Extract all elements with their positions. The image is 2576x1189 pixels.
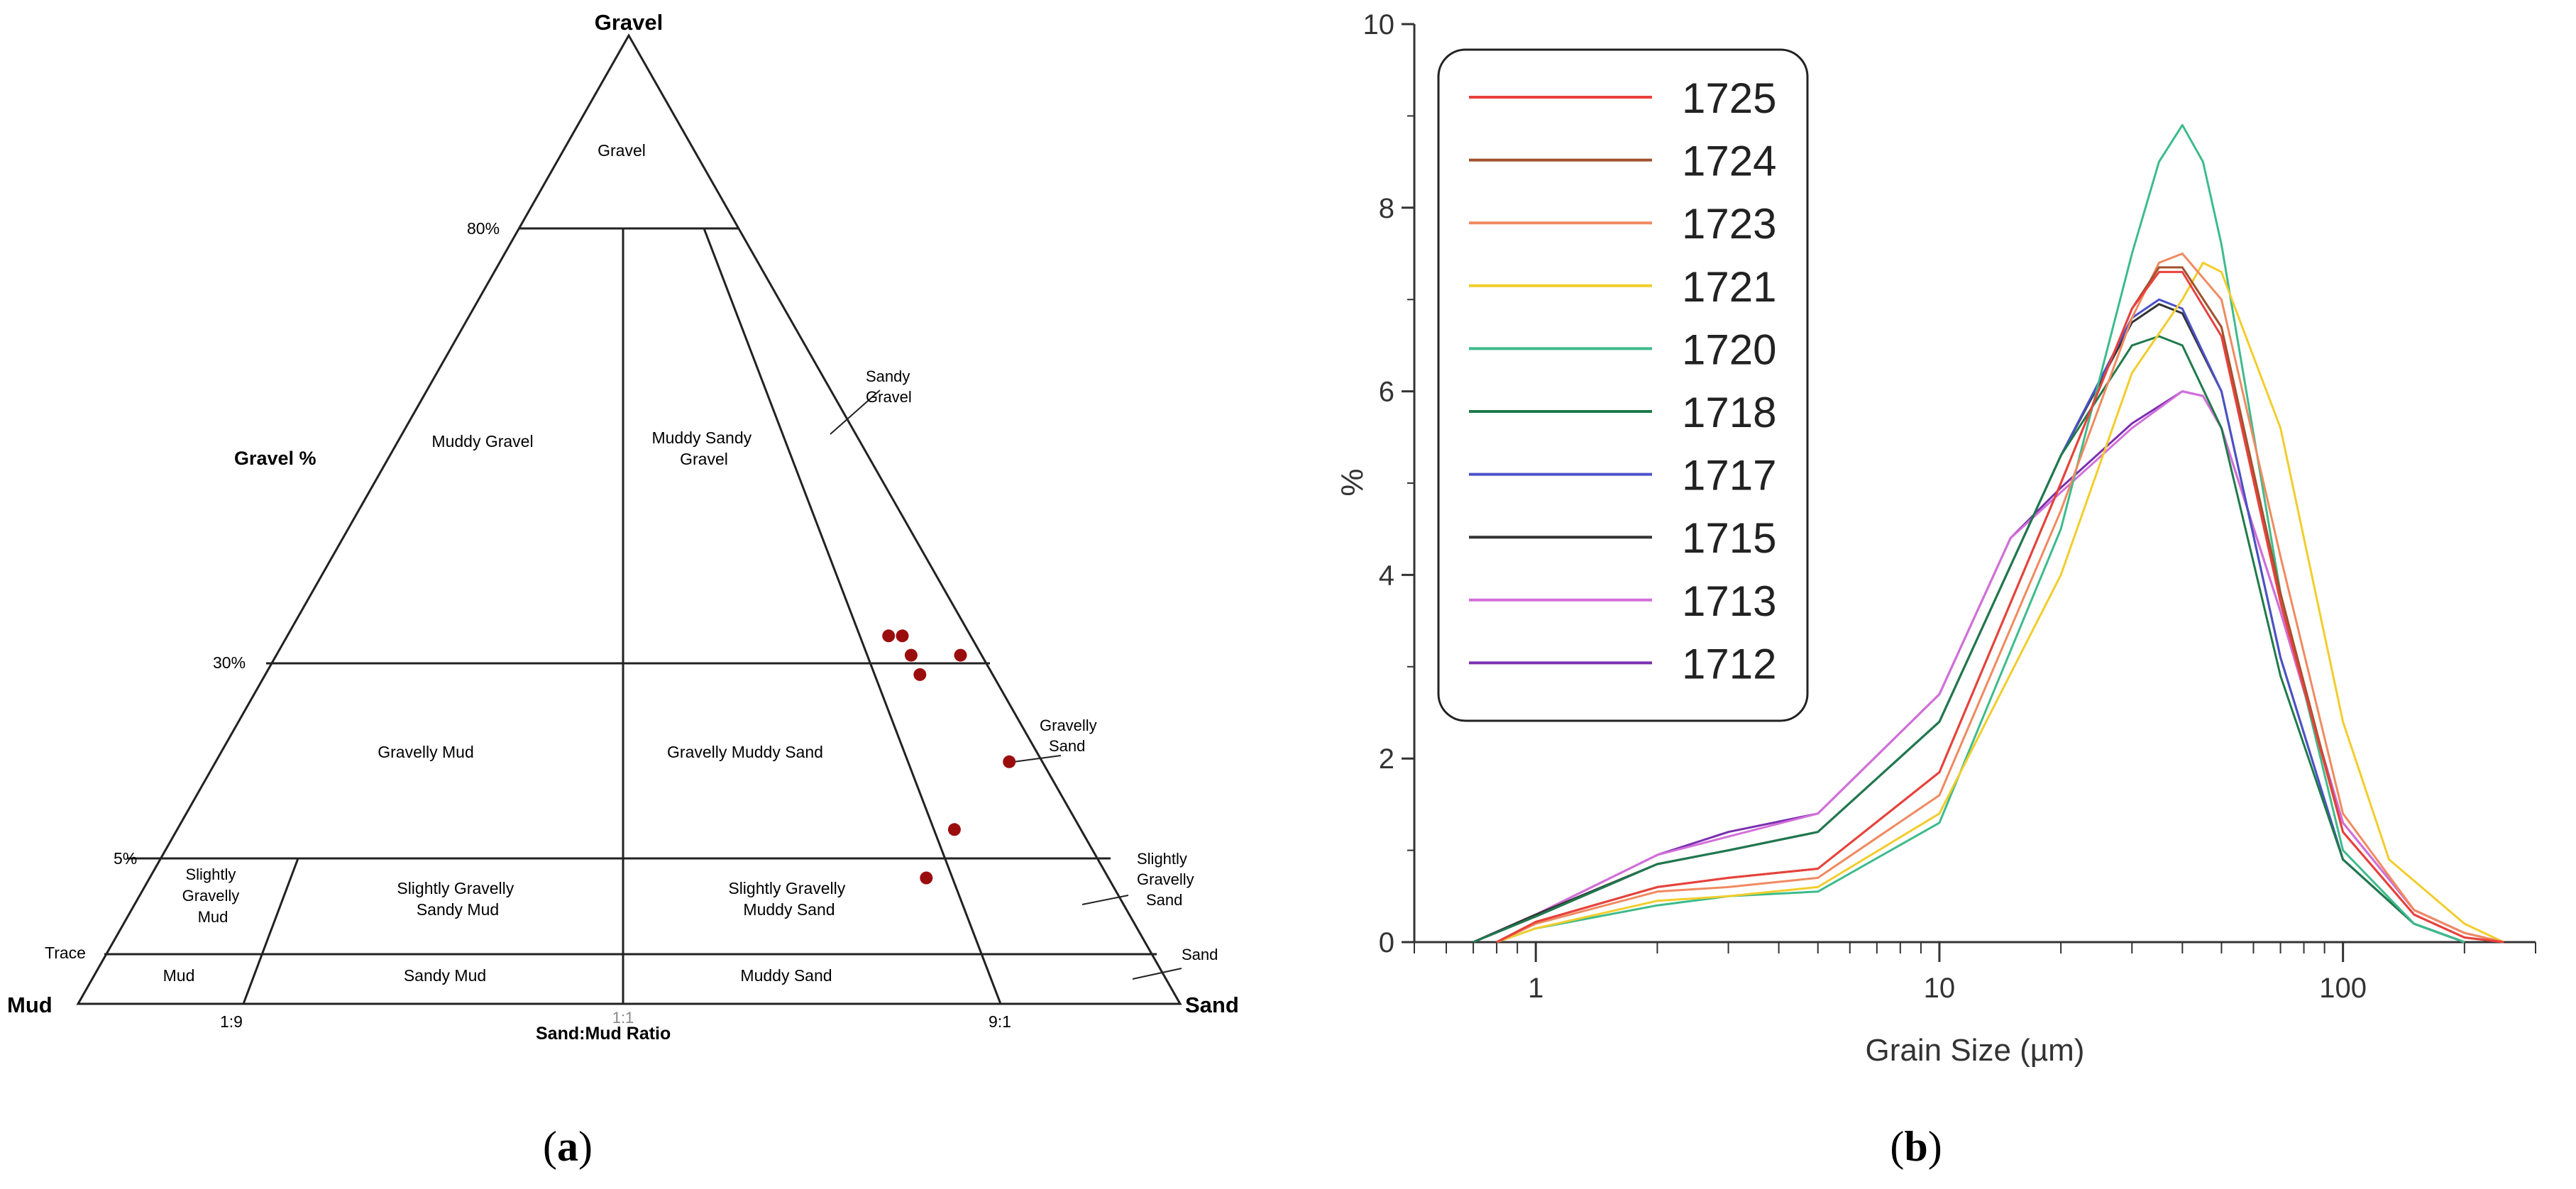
ternary-diagram: Gravel Mud Sand Gravel % Sand:Mud Ratio …: [7, 10, 1239, 1170]
class-gravelly-muddy-sand: Gravelly Muddy Sand: [667, 743, 823, 761]
legend-label-1718: 1718: [1682, 389, 1776, 436]
vertex-label-sand: Sand: [1185, 992, 1239, 1017]
gravel-level-trace: Trace: [45, 944, 86, 962]
sample-point-5: [954, 648, 967, 662]
x-tick-label: 10: [1924, 973, 1956, 1004]
ratio-label-9-1: 9:1: [989, 1012, 1011, 1031]
class-muddy-sandy-gravel: Muddy Sandy Gravel: [651, 428, 756, 468]
sample-point-2: [896, 629, 909, 643]
x-axis-label: Grain Size (µm): [1866, 1033, 2085, 1068]
panel-a-caption: (a): [543, 1123, 593, 1170]
vertex-label-gravel: Gravel: [595, 10, 664, 35]
y-tick-label: 8: [1379, 193, 1394, 224]
class-mud: Mud: [163, 966, 195, 985]
legend-label-1721: 1721: [1682, 263, 1776, 311]
y-tick-label: 0: [1379, 927, 1394, 958]
class-sandy-mud: Sandy Mud: [404, 966, 486, 985]
legend-label-1715: 1715: [1682, 514, 1776, 562]
ternary-ratio-9-1: [703, 228, 1002, 1005]
legend-box: [1437, 48, 1809, 722]
class-sandy-gravel: Sandy Gravel: [866, 367, 915, 406]
series-line-1721: [1496, 261, 2504, 944]
y-tick-label: 10: [1363, 9, 1395, 40]
leader-slightly-gravelly-sand: [1081, 895, 1129, 905]
leader-gravelly-sand: [1007, 755, 1062, 763]
x-tick-label: 1: [1528, 973, 1543, 1004]
sample-point-1: [882, 629, 896, 643]
axis-label-sand-mud-ratio: Sand:Mud Ratio: [536, 1024, 671, 1044]
panel-b-caption: (b): [1890, 1123, 1942, 1170]
class-slightly-gravelly-sand: Slightly Gravelly Sand: [1137, 850, 1199, 909]
axis-label-gravel-pct: Gravel %: [234, 448, 317, 469]
legend-label-1712: 1712: [1682, 640, 1776, 687]
gravel-level-30: 30%: [213, 653, 246, 672]
y-tick-label: 6: [1379, 377, 1394, 408]
x-tick-label: 100: [2319, 973, 2367, 1004]
class-slightly-gravelly-mud: Slightly Gravelly Mud: [182, 866, 244, 926]
y-axis-label: %: [1335, 468, 1370, 496]
class-muddy-sand: Muddy Sand: [740, 966, 832, 985]
series-line-1720: [1496, 123, 2465, 944]
class-gravel: Gravel: [598, 141, 646, 160]
chart-legend: 1725 1724 1723 1721 1720 1718 1717 1715 1713 1712: [1437, 48, 1809, 722]
ternary-outline: [76, 33, 1182, 1005]
class-slightly-gravelly-sandy-mud: Slightly Gravelly Sandy Mud: [397, 879, 518, 919]
chart-series: [1473, 123, 2504, 944]
ternary-ratio-1-9: [242, 858, 299, 1005]
sample-point-3: [904, 648, 918, 662]
legend-label-1725: 1725: [1682, 74, 1776, 122]
chart-axes: 0 2 4 6 8 10 1 10 100: [1363, 9, 2536, 1004]
legend-label-1720: 1720: [1682, 326, 1776, 373]
ratio-label-1-1: 1:1: [612, 1009, 634, 1027]
sample-point-4: [913, 668, 927, 681]
y-tick-label: 2: [1379, 743, 1394, 775]
series-line-1718: [1473, 335, 2465, 944]
y-tick-label: 4: [1379, 560, 1394, 591]
class-sand: Sand: [1182, 946, 1218, 963]
class-gravelly-sand: Gravelly Sand: [1040, 717, 1101, 755]
legend-label-1713: 1713: [1682, 577, 1776, 625]
vertex-label-mud: Mud: [7, 992, 53, 1017]
class-muddy-gravel: Muddy Gravel: [431, 432, 533, 450]
gravel-level-5: 5%: [114, 849, 137, 868]
legend-label-1723: 1723: [1682, 200, 1776, 248]
class-gravelly-mud: Gravelly Mud: [378, 743, 473, 761]
ratio-label-1-9: 1:9: [220, 1012, 243, 1031]
sample-point-7: [947, 823, 961, 836]
class-slightly-gravelly-muddy-sand: Slightly Gravelly Muddy Sand: [728, 879, 849, 919]
legend-label-1717: 1717: [1682, 452, 1776, 499]
ternary-sample-points: [882, 629, 1016, 885]
gravel-level-80: 80%: [467, 219, 500, 238]
sample-point-6: [1003, 755, 1016, 768]
series-line-1713: [1473, 390, 2504, 944]
series-line-1725: [1496, 270, 2504, 944]
leader-sandy-gravel: [830, 389, 881, 435]
leader-sand: [1132, 968, 1182, 980]
legend-label-1724: 1724: [1682, 138, 1776, 185]
sample-point-8: [920, 871, 933, 885]
